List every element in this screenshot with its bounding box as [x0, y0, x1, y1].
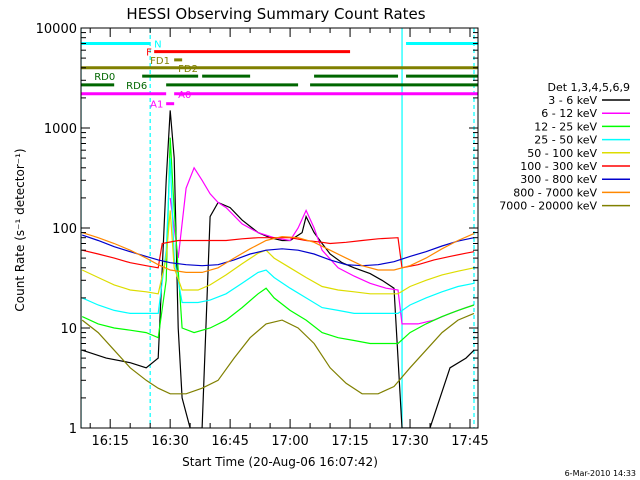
series-line-8: [81, 312, 475, 395]
flag-label-n: N: [154, 39, 161, 50]
chart-title: HESSI Observing Summary Count Rates: [126, 5, 425, 23]
axes: 1 10 100 1000 10000 16:15 16:30 16:45 17:00 17:15…: [36, 22, 489, 449]
date-stamp: 6-Mar-2010 14:33: [565, 469, 636, 478]
legend-label-1: 6 - 12 keV: [541, 107, 597, 120]
series-line-1: [169, 166, 475, 325]
y-tick-label-0: 1: [69, 422, 77, 437]
series-line-6: [82, 234, 475, 267]
legend-label-6: 300 - 800 keV: [520, 173, 597, 186]
y-axis-label: Count Rate (s⁻¹ detector⁻¹): [13, 148, 27, 311]
legend-title: Det 1,3,4,5,6,9: [547, 81, 630, 94]
x-axis-label: Start Time (20-Aug-06 16:07:42): [182, 455, 378, 469]
x-tick-label-6: 17:45: [451, 434, 488, 449]
flag-label-f: F: [146, 48, 152, 59]
flag-label-rd0: RD0: [94, 72, 115, 83]
series-line-2: [81, 137, 475, 345]
legend-label-5: 100 - 300 keV: [520, 160, 597, 173]
legend-label-7: 800 - 7000 keV: [513, 186, 597, 199]
y-tick-label-2: 100: [52, 222, 77, 237]
x-tick-label-0: 16:15: [91, 434, 128, 449]
x-tick-label-5: 17:30: [391, 434, 428, 449]
legend-label-8: 7000 - 20000 keV: [499, 200, 597, 213]
series-line-3: [81, 158, 475, 314]
legend-label-2: 12 - 25 keV: [534, 120, 597, 133]
series-line-7: [82, 232, 475, 273]
x-tick-label-3: 17:00: [271, 434, 308, 449]
flag-label-fd2: FD2: [178, 64, 198, 75]
flag-label-rd6: RD6: [126, 81, 147, 92]
x-tick-label-1: 16:30: [151, 434, 188, 449]
legend-label-3: 25 - 50 keV: [534, 134, 597, 147]
flag-label-a1: A1: [150, 100, 163, 111]
flag-label-fd1: FD1: [150, 56, 170, 67]
flag-label-a0: A0: [178, 90, 191, 101]
y-tick-label-1: 10: [60, 322, 77, 337]
x-tick-label-4: 17:15: [331, 434, 368, 449]
y-tick-label-3: 1000: [44, 122, 77, 137]
x-tick-label-2: 16:45: [211, 434, 248, 449]
legend-label-0: 3 - 6 keV: [548, 94, 597, 107]
y-tick-label-4: 10000: [36, 22, 77, 37]
legend-label-4: 50 - 100 keV: [527, 147, 597, 160]
